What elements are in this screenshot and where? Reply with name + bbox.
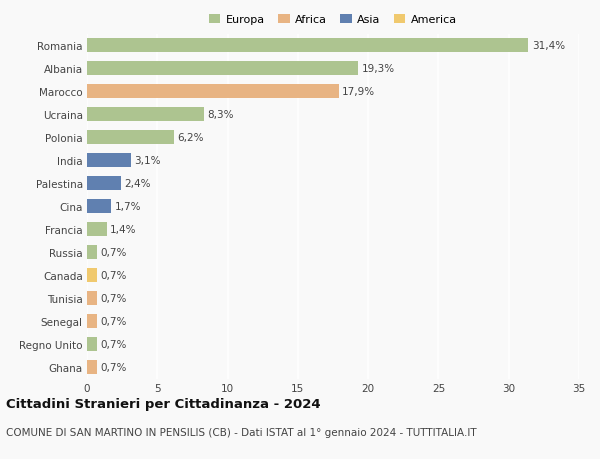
Text: Cittadini Stranieri per Cittadinanza - 2024: Cittadini Stranieri per Cittadinanza - 2… xyxy=(6,397,320,410)
Text: 1,7%: 1,7% xyxy=(115,202,141,212)
Bar xyxy=(87,85,338,99)
Text: 2,4%: 2,4% xyxy=(124,179,151,189)
Text: COMUNE DI SAN MARTINO IN PENSILIS (CB) - Dati ISTAT al 1° gennaio 2024 - TUTTITA: COMUNE DI SAN MARTINO IN PENSILIS (CB) -… xyxy=(6,427,476,437)
Text: 31,4%: 31,4% xyxy=(532,41,565,51)
Bar xyxy=(87,337,97,351)
Text: 0,7%: 0,7% xyxy=(100,339,127,349)
Bar xyxy=(87,39,529,53)
Bar xyxy=(87,108,203,122)
Text: 6,2%: 6,2% xyxy=(178,133,204,143)
Bar xyxy=(87,291,97,305)
Bar xyxy=(87,360,97,374)
Bar xyxy=(87,154,131,168)
Text: 0,7%: 0,7% xyxy=(100,316,127,326)
Bar xyxy=(87,177,121,190)
Bar xyxy=(87,62,358,76)
Text: 0,7%: 0,7% xyxy=(100,362,127,372)
Bar xyxy=(87,131,174,145)
Text: 8,3%: 8,3% xyxy=(207,110,233,120)
Bar xyxy=(87,314,97,328)
Legend: Europa, Africa, Asia, America: Europa, Africa, Asia, America xyxy=(209,15,457,25)
Text: 1,4%: 1,4% xyxy=(110,224,137,235)
Bar xyxy=(87,223,107,236)
Text: 0,7%: 0,7% xyxy=(100,293,127,303)
Text: 0,7%: 0,7% xyxy=(100,270,127,280)
Text: 17,9%: 17,9% xyxy=(342,87,375,97)
Bar xyxy=(87,269,97,282)
Text: 3,1%: 3,1% xyxy=(134,156,161,166)
Text: 19,3%: 19,3% xyxy=(362,64,395,74)
Bar xyxy=(87,200,111,213)
Bar xyxy=(87,246,97,259)
Text: 0,7%: 0,7% xyxy=(100,247,127,257)
